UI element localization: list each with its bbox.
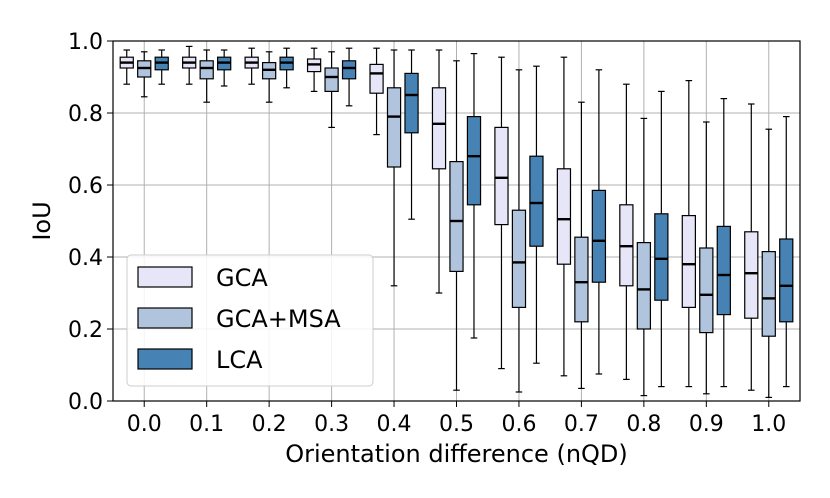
- box-iqr: [699, 247, 714, 334]
- legend: GCA GCA+MSA LCA: [126, 254, 374, 387]
- box-gca-0-7: [556, 56, 572, 377]
- legend-swatch: [137, 307, 193, 329]
- y-tick-label: 0.0: [68, 390, 103, 415]
- box-iqr: [369, 63, 384, 94]
- legend-label: GCA+MSA: [216, 305, 341, 333]
- box-iqr: [654, 213, 669, 301]
- box-lca-0-1: [217, 49, 232, 87]
- box-lca-0-0: [154, 49, 169, 85]
- y-tick-label: 0.6: [68, 174, 103, 199]
- box-gca-msa-0-6: [511, 69, 527, 393]
- box-lca-0-8: [654, 90, 669, 388]
- box-gca-msa-0-1: [199, 49, 214, 103]
- legend-label: LCA: [216, 346, 263, 374]
- box-iqr: [449, 161, 464, 273]
- box-gca-0-0: [119, 49, 134, 85]
- box-lca-0-3: [341, 47, 357, 107]
- x-tick-label: 0.0: [127, 412, 162, 437]
- box-gca-msa-0-8: [636, 117, 652, 397]
- box-iqr: [324, 67, 339, 92]
- box-lca-0-4: [404, 49, 419, 220]
- box-lca-0-6: [529, 65, 544, 364]
- box-iqr: [779, 238, 794, 323]
- box-gca-0-3: [306, 47, 322, 93]
- x-tick-label: 0.8: [626, 412, 661, 437]
- box-gca-0-5: [431, 49, 447, 294]
- box-gca-msa-1-0: [761, 128, 776, 398]
- legend-swatch: [137, 348, 193, 370]
- x-tick-label: 0.3: [314, 412, 349, 437]
- box-gca-msa-0-2: [261, 51, 277, 103]
- box-iqr: [511, 209, 527, 308]
- box-lca-0-2: [279, 47, 294, 89]
- box-iqr: [636, 242, 652, 330]
- box-gca-msa-0-0: [137, 51, 152, 98]
- x-axis-label: Orientation difference (nQD): [285, 440, 628, 468]
- y-tick-label: 1.0: [68, 30, 103, 55]
- x-tick-label: 0.9: [689, 412, 724, 437]
- legend-label: GCA: [216, 264, 268, 292]
- box-iqr: [716, 225, 731, 316]
- box-iqr: [529, 155, 544, 247]
- y-axis-ticks: 0.0 0.2 0.4 0.6 0.8 1.0: [68, 30, 113, 415]
- box-iqr: [494, 126, 509, 226]
- box-lca-0-7: [591, 69, 607, 375]
- box-gca-0-8: [619, 83, 634, 380]
- box-iqr: [744, 231, 759, 319]
- x-tick-label: 0.4: [377, 412, 412, 437]
- x-tick-label: 0.7: [564, 412, 599, 437]
- box-gca-msa-0-3: [324, 51, 339, 129]
- box-iqr: [341, 60, 357, 80]
- box-gca-0-2: [244, 47, 259, 85]
- box-gca-msa-0-9: [699, 121, 714, 395]
- box-iqr: [386, 87, 402, 168]
- box-lca-0-9: [716, 97, 731, 388]
- box-iqr: [466, 115, 482, 206]
- box-lca-0-5: [466, 52, 482, 339]
- box-iqr: [591, 189, 607, 283]
- box-iqr: [761, 251, 776, 337]
- box-iqr: [404, 72, 419, 134]
- box-gca-msa-0-5: [449, 60, 464, 391]
- x-tick-label: 0.1: [189, 412, 224, 437]
- box-gca-1-0: [744, 103, 759, 391]
- x-axis-ticks: 0.0 0.1 0.2 0.3 0.4 0.5 0.6 0.7 0.8 0.9 1.0: [127, 401, 786, 437]
- box-gca-0-9: [681, 79, 696, 388]
- box-iqr: [574, 236, 589, 323]
- box-iqr: [199, 60, 214, 80]
- box-gca-0-6: [494, 56, 509, 370]
- box-gca-msa-0-7: [574, 101, 589, 389]
- x-tick-label: 1.0: [751, 412, 786, 437]
- box-gca-0-4: [369, 47, 384, 136]
- box-gca-0-1: [182, 45, 197, 85]
- box-iqr: [431, 87, 447, 170]
- y-tick-label: 0.8: [68, 102, 103, 127]
- x-tick-label: 0.2: [252, 412, 287, 437]
- x-tick-label: 0.5: [439, 412, 474, 437]
- y-tick-label: 0.2: [68, 318, 103, 343]
- boxes: [119, 45, 794, 398]
- box-iqr: [556, 168, 572, 265]
- y-axis-label: IoU: [28, 201, 56, 240]
- box-iqr: [681, 215, 696, 309]
- legend-swatch: [137, 266, 193, 288]
- y-tick-label: 0.4: [68, 246, 103, 271]
- box-gca-msa-0-4: [386, 49, 402, 287]
- box-lca-1-0: [779, 115, 794, 388]
- x-tick-label: 0.6: [501, 412, 536, 437]
